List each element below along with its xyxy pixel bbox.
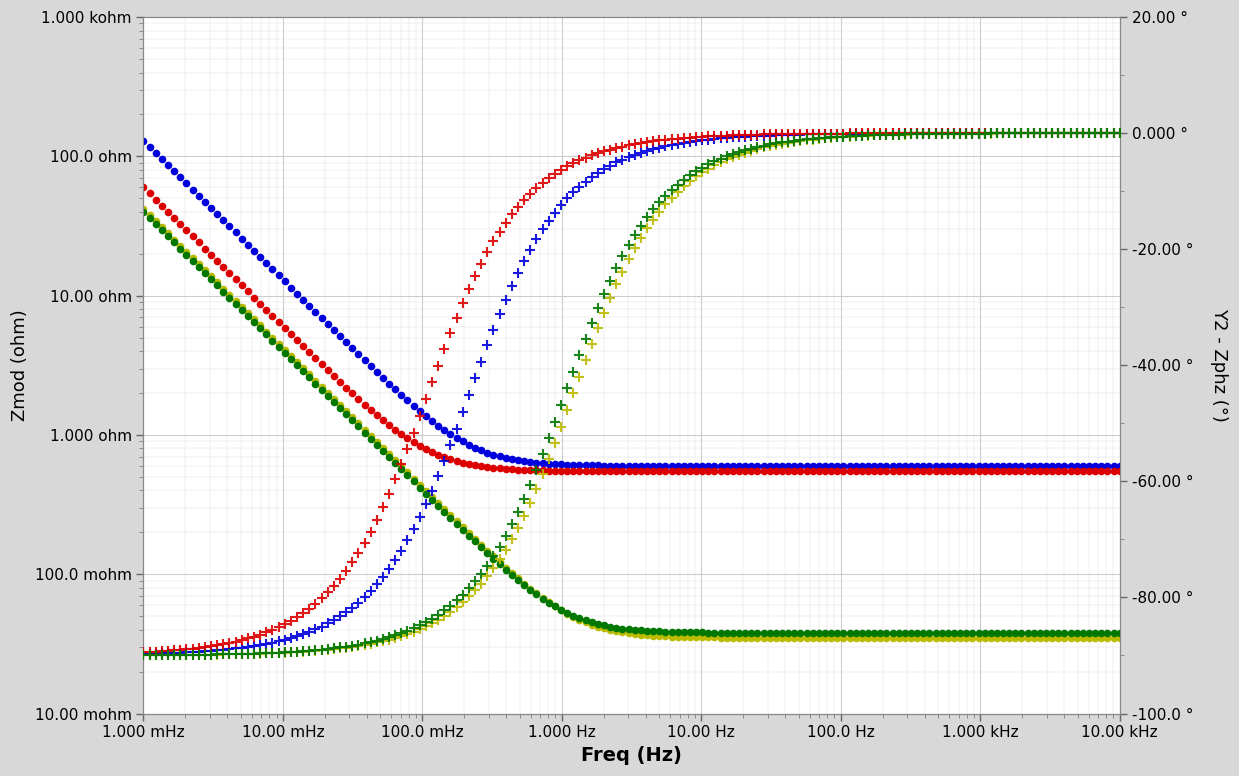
Y-axis label: Zmod (ohm): Zmod (ohm) — [11, 310, 28, 421]
X-axis label: Freq (Hz): Freq (Hz) — [581, 746, 681, 765]
Y-axis label: Y2 - Zphz (°): Y2 - Zphz (°) — [1211, 308, 1228, 422]
